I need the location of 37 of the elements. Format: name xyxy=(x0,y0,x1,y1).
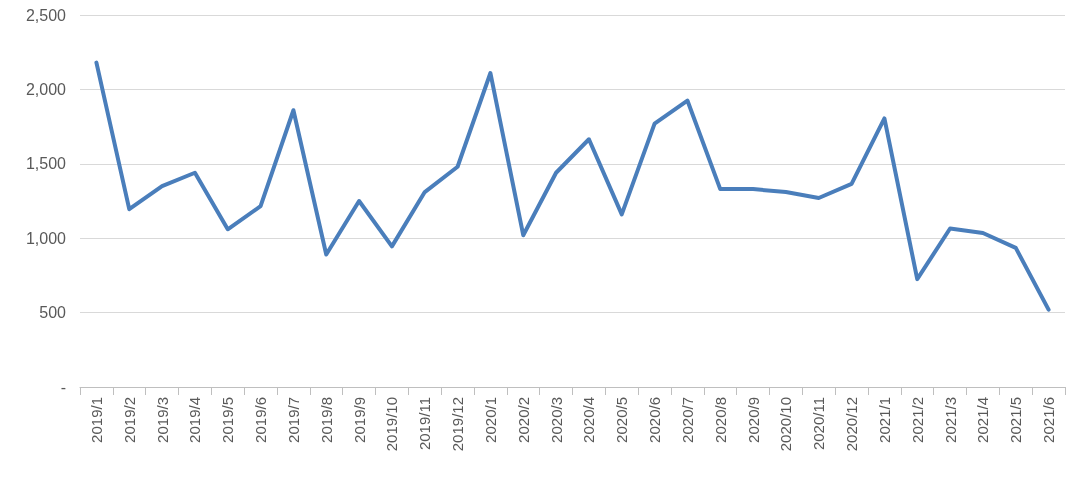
x-tick-label: 2019/3 xyxy=(153,397,171,443)
x-tick-label: 2021/3 xyxy=(941,397,959,443)
x-tick-label: 2021/1 xyxy=(875,397,893,443)
x-tick-label: 2020/7 xyxy=(678,397,696,443)
y-tick-label: 1,000 xyxy=(25,229,67,247)
x-tick-label: 2019/2 xyxy=(120,397,138,443)
x-tick-label: 2019/11 xyxy=(416,397,434,451)
y-tick-label: 2,000 xyxy=(25,80,67,98)
x-tick-label: 2020/8 xyxy=(711,397,729,443)
x-tick-label: 2019/9 xyxy=(350,397,368,443)
x-tick-label: 2021/2 xyxy=(908,397,926,443)
x-tick-label: 2019/7 xyxy=(284,397,302,443)
line-series xyxy=(94,60,1051,312)
x-tick-label: 2019/1 xyxy=(87,397,105,443)
x-tick-label: 2019/6 xyxy=(252,397,270,443)
x-tick-label: 2020/6 xyxy=(646,397,664,443)
x-tick-label: 2021/4 xyxy=(974,397,992,443)
x-tick-label: 2020/12 xyxy=(843,397,861,452)
x-tick-label: 2020/3 xyxy=(547,397,565,443)
x-tick-label: 2020/2 xyxy=(514,397,532,443)
x-tick-label: 2020/1 xyxy=(481,397,499,443)
x-tick-label: 2021/6 xyxy=(1040,397,1058,443)
x-tick-label: 2020/9 xyxy=(744,397,762,443)
x-tick-label: 2019/5 xyxy=(219,397,237,443)
x-tick-label: 2020/11 xyxy=(810,397,828,451)
y-tick-label: 1,500 xyxy=(25,155,67,173)
x-tick-label: 2020/4 xyxy=(580,397,598,443)
y-tick-label: 2,500 xyxy=(25,6,67,24)
y-tick-label: 500 xyxy=(39,304,67,322)
x-tick-label: 2021/5 xyxy=(1007,397,1025,443)
x-tick-label: 2019/10 xyxy=(383,397,401,452)
x-tick-label: 2019/4 xyxy=(186,397,204,443)
x-tick-label: 2019/8 xyxy=(317,397,335,443)
x-tick-label: 2020/5 xyxy=(613,397,631,443)
y-tick-label: - xyxy=(60,378,66,396)
x-tick-label: 2020/10 xyxy=(777,397,795,452)
x-tick-label: 2019/12 xyxy=(449,397,467,452)
